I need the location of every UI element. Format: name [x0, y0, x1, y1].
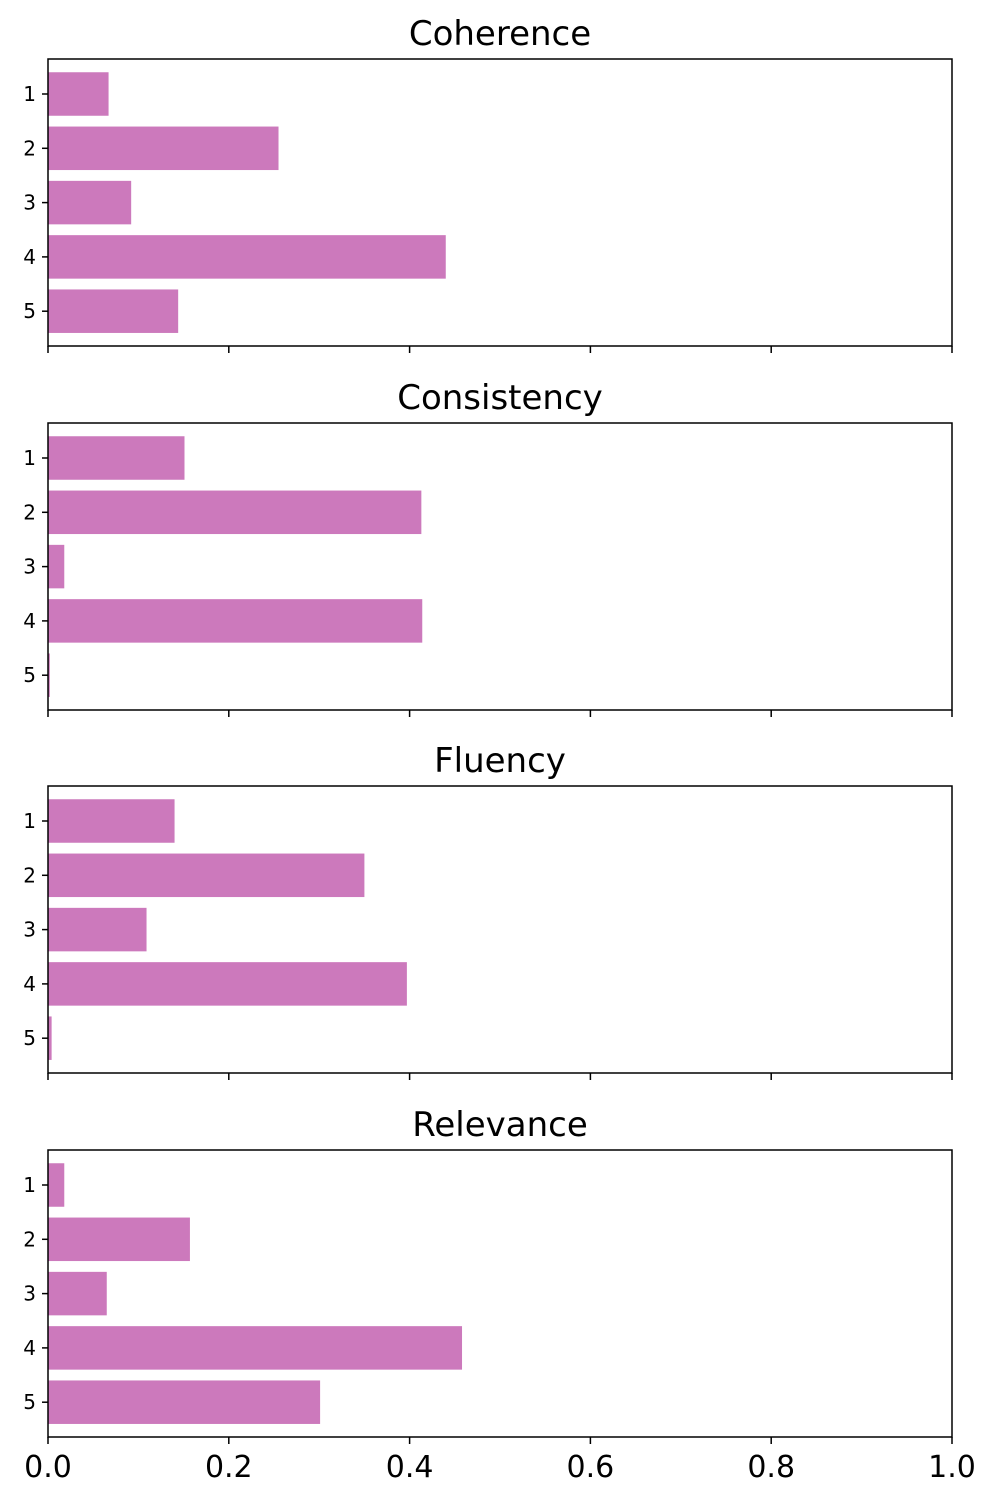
bar — [48, 1217, 190, 1262]
panel-fluency: Fluency 1 2 3 4 5 — [23, 741, 953, 1080]
bar — [48, 72, 109, 116]
y-tick-label: 3 — [23, 191, 36, 215]
y-tick-label: 5 — [23, 1026, 36, 1050]
panel-title: Relevance — [412, 1105, 588, 1145]
bar — [48, 289, 179, 333]
panel-relevance: Relevance 1 2 3 4 5 0.0 0.2 0.4 0.6 0.8 1.0 — [23, 1105, 976, 1485]
y-tick-label: 3 — [23, 1282, 36, 1306]
panel-title: Fluency — [434, 741, 566, 781]
y-tick-label: 4 — [23, 609, 36, 633]
y-tick-label: 5 — [23, 299, 36, 323]
bar — [48, 180, 132, 225]
panel-title: Consistency — [397, 378, 603, 418]
bar — [48, 1016, 52, 1060]
y-tick-label: 2 — [23, 1227, 36, 1251]
bar — [48, 962, 407, 1006]
bar — [48, 1326, 463, 1370]
bar — [48, 436, 185, 480]
y-tick-label: 1 — [23, 82, 36, 106]
y-tick-label: 1 — [23, 809, 36, 833]
bar — [48, 853, 365, 898]
y-tick-label: 3 — [23, 555, 36, 579]
bar — [48, 1380, 321, 1424]
bar — [48, 544, 65, 589]
y-tick-label: 5 — [23, 663, 36, 687]
bar — [48, 599, 423, 643]
bar — [48, 907, 147, 952]
bar — [48, 1271, 107, 1316]
x-tick-label: 0.2 — [205, 1450, 253, 1485]
panel-title: Coherence — [409, 14, 591, 54]
x-tick-label: 0.6 — [567, 1450, 615, 1485]
y-tick-label: 3 — [23, 918, 36, 942]
bar — [48, 235, 446, 279]
plot-frame — [47, 1149, 953, 1438]
x-tick-label: 0.4 — [386, 1450, 434, 1485]
plot-frame — [47, 58, 953, 347]
bar — [48, 490, 422, 535]
y-tick-label: 1 — [23, 1173, 36, 1197]
y-tick-label: 2 — [23, 136, 36, 160]
plot-frame — [47, 785, 953, 1074]
panel-coherence: Coherence 1 2 3 4 5 — [23, 14, 953, 353]
bar — [48, 1163, 65, 1207]
x-tick-label: 1.0 — [928, 1450, 976, 1485]
panel-consistency: Consistency 1 2 3 4 5 — [23, 378, 953, 717]
y-tick-label: 4 — [23, 245, 36, 269]
y-tick-label: 4 — [23, 972, 36, 996]
bar — [48, 799, 175, 843]
y-tick-label: 1 — [23, 446, 36, 470]
bar — [48, 653, 50, 697]
x-tick-label: 0.8 — [747, 1450, 795, 1485]
y-tick-label: 4 — [23, 1336, 36, 1360]
bar — [48, 126, 279, 171]
y-tick-label: 5 — [23, 1390, 36, 1414]
x-tick-label: 0.0 — [24, 1450, 72, 1485]
y-tick-label: 2 — [23, 863, 36, 887]
plot-frame — [47, 422, 953, 711]
y-tick-label: 2 — [23, 500, 36, 524]
